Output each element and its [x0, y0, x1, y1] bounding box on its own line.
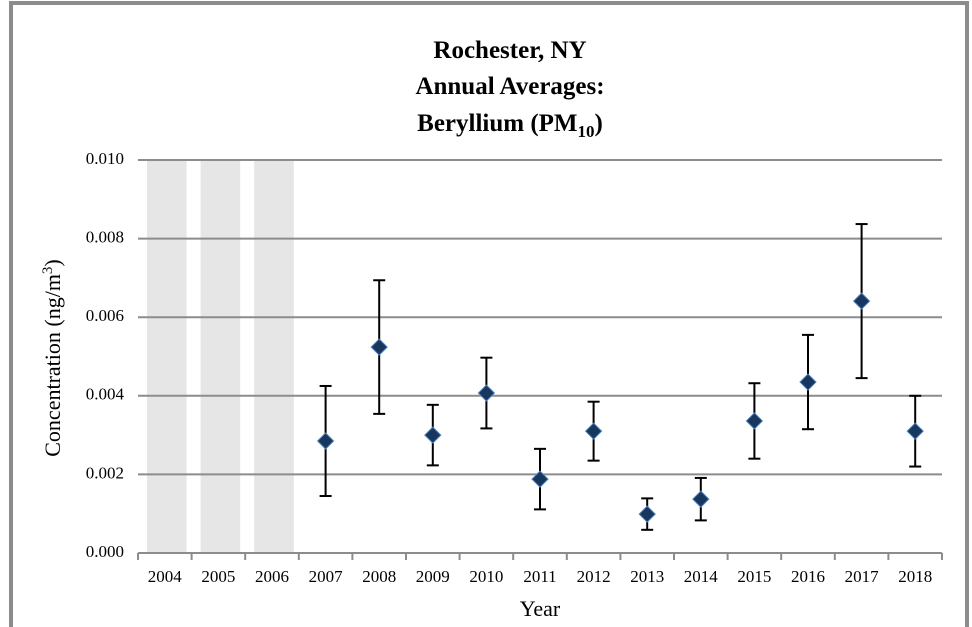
- x-tick-label: 2013: [630, 567, 664, 586]
- y-tick-label: 0.004: [86, 385, 125, 404]
- marker: [477, 384, 496, 402]
- no-data-band: [147, 160, 187, 553]
- chart-title: Rochester, NY: [433, 37, 586, 64]
- x-tick-label: 2016: [791, 567, 825, 586]
- marker: [316, 432, 335, 450]
- marker: [424, 426, 442, 444]
- marker: [692, 490, 710, 508]
- title-suffix: ): [595, 110, 603, 137]
- y-tick-label: 0.000: [86, 542, 124, 561]
- x-tick-label: 2011: [523, 567, 556, 586]
- chart-title: Annual Averages:: [415, 73, 604, 100]
- x-tick-label: 2017: [845, 567, 880, 586]
- y-tick-label: 0.002: [86, 463, 124, 482]
- x-tick-label: 2012: [577, 567, 611, 586]
- marker: [638, 505, 656, 523]
- title-subscript: 10: [578, 122, 595, 141]
- title-line: Rochester, NY: [433, 37, 586, 64]
- x-tick-label: 2018: [898, 567, 932, 586]
- x-tick-label: 2009: [416, 567, 450, 586]
- x-tick-label: 2007: [309, 567, 344, 586]
- x-axis-title: Year: [520, 596, 561, 621]
- marker: [531, 470, 549, 488]
- y-tick-label: 0.006: [86, 306, 124, 325]
- y-tick-label: 0.010: [86, 149, 124, 168]
- x-tick-label: 2015: [737, 567, 771, 586]
- x-tick-label: 2008: [362, 567, 396, 586]
- marker: [584, 422, 603, 440]
- no-data-band: [200, 160, 241, 553]
- x-tick-label: 2004: [148, 567, 183, 586]
- x-tick-label: 2014: [684, 567, 719, 586]
- x-tick-label: 2006: [255, 567, 289, 586]
- y-tick-label: 0.008: [86, 228, 124, 247]
- marker: [906, 422, 924, 440]
- y-axis-title-text: Concentration (ng/m: [40, 274, 65, 457]
- title-line: Beryllium (PM: [417, 110, 577, 137]
- x-tick-label: 2010: [469, 567, 503, 586]
- no-data-band: [254, 160, 294, 553]
- marker: [745, 412, 764, 430]
- marker: [852, 292, 871, 310]
- chart-title: Beryllium (PM10): [417, 110, 603, 141]
- x-tick-label: 2005: [201, 567, 235, 586]
- y-axis-title: Concentration (ng/m3): [40, 259, 65, 457]
- title-line: Annual Averages:: [415, 73, 604, 100]
- y-axis-title-suffix: ): [40, 259, 65, 266]
- marker: [799, 373, 817, 391]
- marker: [370, 338, 388, 356]
- y-axis-title-superscript: 3: [40, 267, 56, 275]
